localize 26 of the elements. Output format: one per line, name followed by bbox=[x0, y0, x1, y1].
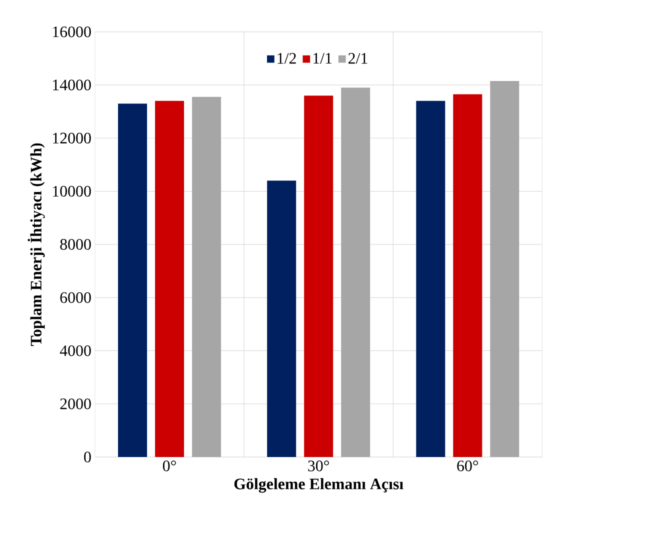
y-tick-label: 12000 bbox=[53, 132, 91, 144]
y-tick-label: 2000 bbox=[60, 398, 91, 410]
bar bbox=[267, 180, 296, 457]
bar bbox=[490, 80, 520, 457]
y-tick-label: 6000 bbox=[60, 292, 91, 303]
y-tick-label: 16000 bbox=[53, 26, 91, 38]
bar bbox=[416, 100, 446, 457]
y-tick-label: 4000 bbox=[60, 345, 91, 356]
y-tick-label: 14000 bbox=[53, 80, 91, 90]
legend-label: 1/1 bbox=[313, 53, 332, 64]
bar bbox=[118, 104, 148, 457]
y-tick-label: 8000 bbox=[60, 239, 91, 250]
x-tick-label: 0° bbox=[162, 460, 176, 472]
bar bbox=[192, 96, 222, 457]
x-tick-label: 30° bbox=[308, 460, 329, 472]
legend-label: 1/2 bbox=[278, 53, 296, 64]
x-tick-label: 60° bbox=[457, 460, 478, 472]
y-tick-label: 10000 bbox=[53, 186, 91, 197]
legend-label: 2/1 bbox=[348, 53, 368, 64]
bar bbox=[341, 88, 370, 457]
y-tick-label: 0 bbox=[84, 452, 91, 462]
bar bbox=[453, 94, 482, 457]
bar bbox=[155, 100, 184, 457]
x-axis-title: Gölgeleme Elemanı Açısı bbox=[234, 478, 404, 493]
y-axis-title: Toplam Enerji İhtiyacı (kWh) bbox=[28, 143, 45, 346]
bar bbox=[304, 96, 334, 457]
